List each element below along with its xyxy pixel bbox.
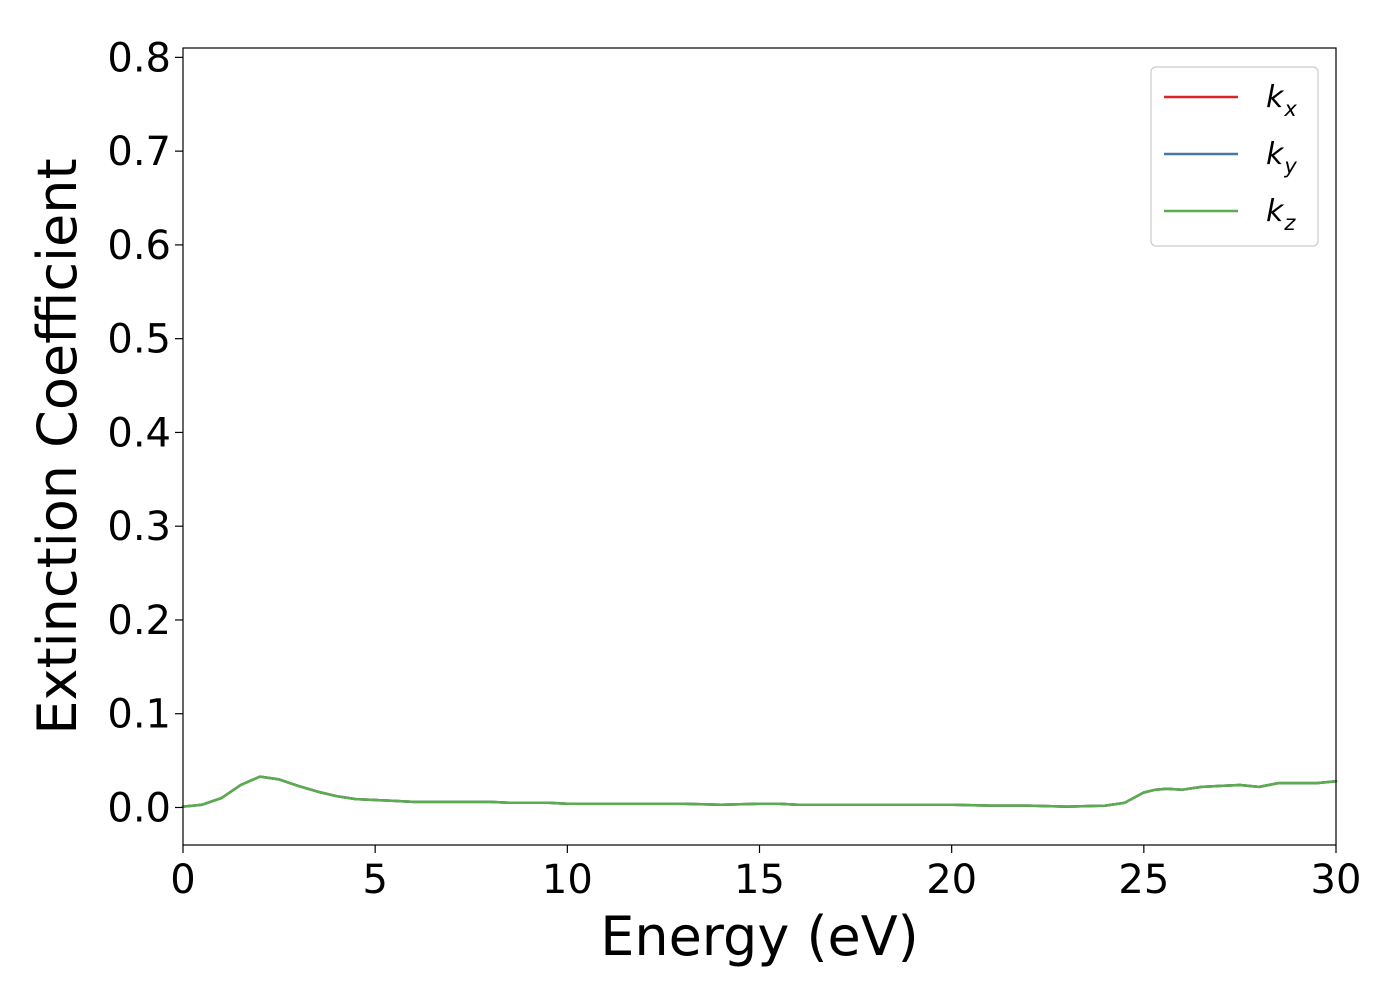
x-axis-ticks: 0 5 10 15 20 25 30 bbox=[170, 845, 1361, 903]
x-axis-title: Energy (eV) bbox=[600, 905, 919, 968]
series-layer bbox=[181, 775, 1338, 808]
x-tick-label: 20 bbox=[926, 857, 977, 903]
series-line-kx bbox=[181, 775, 1338, 808]
y-tick-label: 0.8 bbox=[107, 35, 171, 81]
y-axis-ticks: 0.0 0.1 0.2 0.3 0.4 0.5 0.6 0.7 0.8 bbox=[107, 35, 183, 831]
y-tick-label: 0.4 bbox=[107, 410, 171, 456]
y-axis-title: Extinction Coefficient bbox=[26, 158, 89, 734]
x-tick-label: 10 bbox=[542, 857, 593, 903]
x-tick-label: 0 bbox=[170, 857, 195, 903]
y-tick-label: 0.6 bbox=[107, 223, 171, 269]
series-line-ky bbox=[181, 775, 1338, 808]
x-tick-label: 25 bbox=[1118, 857, 1169, 903]
x-tick-label: 5 bbox=[362, 857, 387, 903]
y-tick-label: 0.2 bbox=[107, 598, 171, 644]
y-tick-label: 0.5 bbox=[107, 317, 171, 363]
legend-box bbox=[1150, 66, 1319, 247]
y-tick-label: 0.7 bbox=[107, 129, 171, 175]
series-line-kz bbox=[181, 775, 1338, 808]
y-tick-label: 0.0 bbox=[107, 785, 171, 831]
x-tick-label: 30 bbox=[1311, 857, 1362, 903]
y-tick-label: 0.1 bbox=[107, 692, 171, 738]
x-tick-label: 15 bbox=[734, 857, 785, 903]
y-tick-label: 0.3 bbox=[107, 504, 171, 550]
